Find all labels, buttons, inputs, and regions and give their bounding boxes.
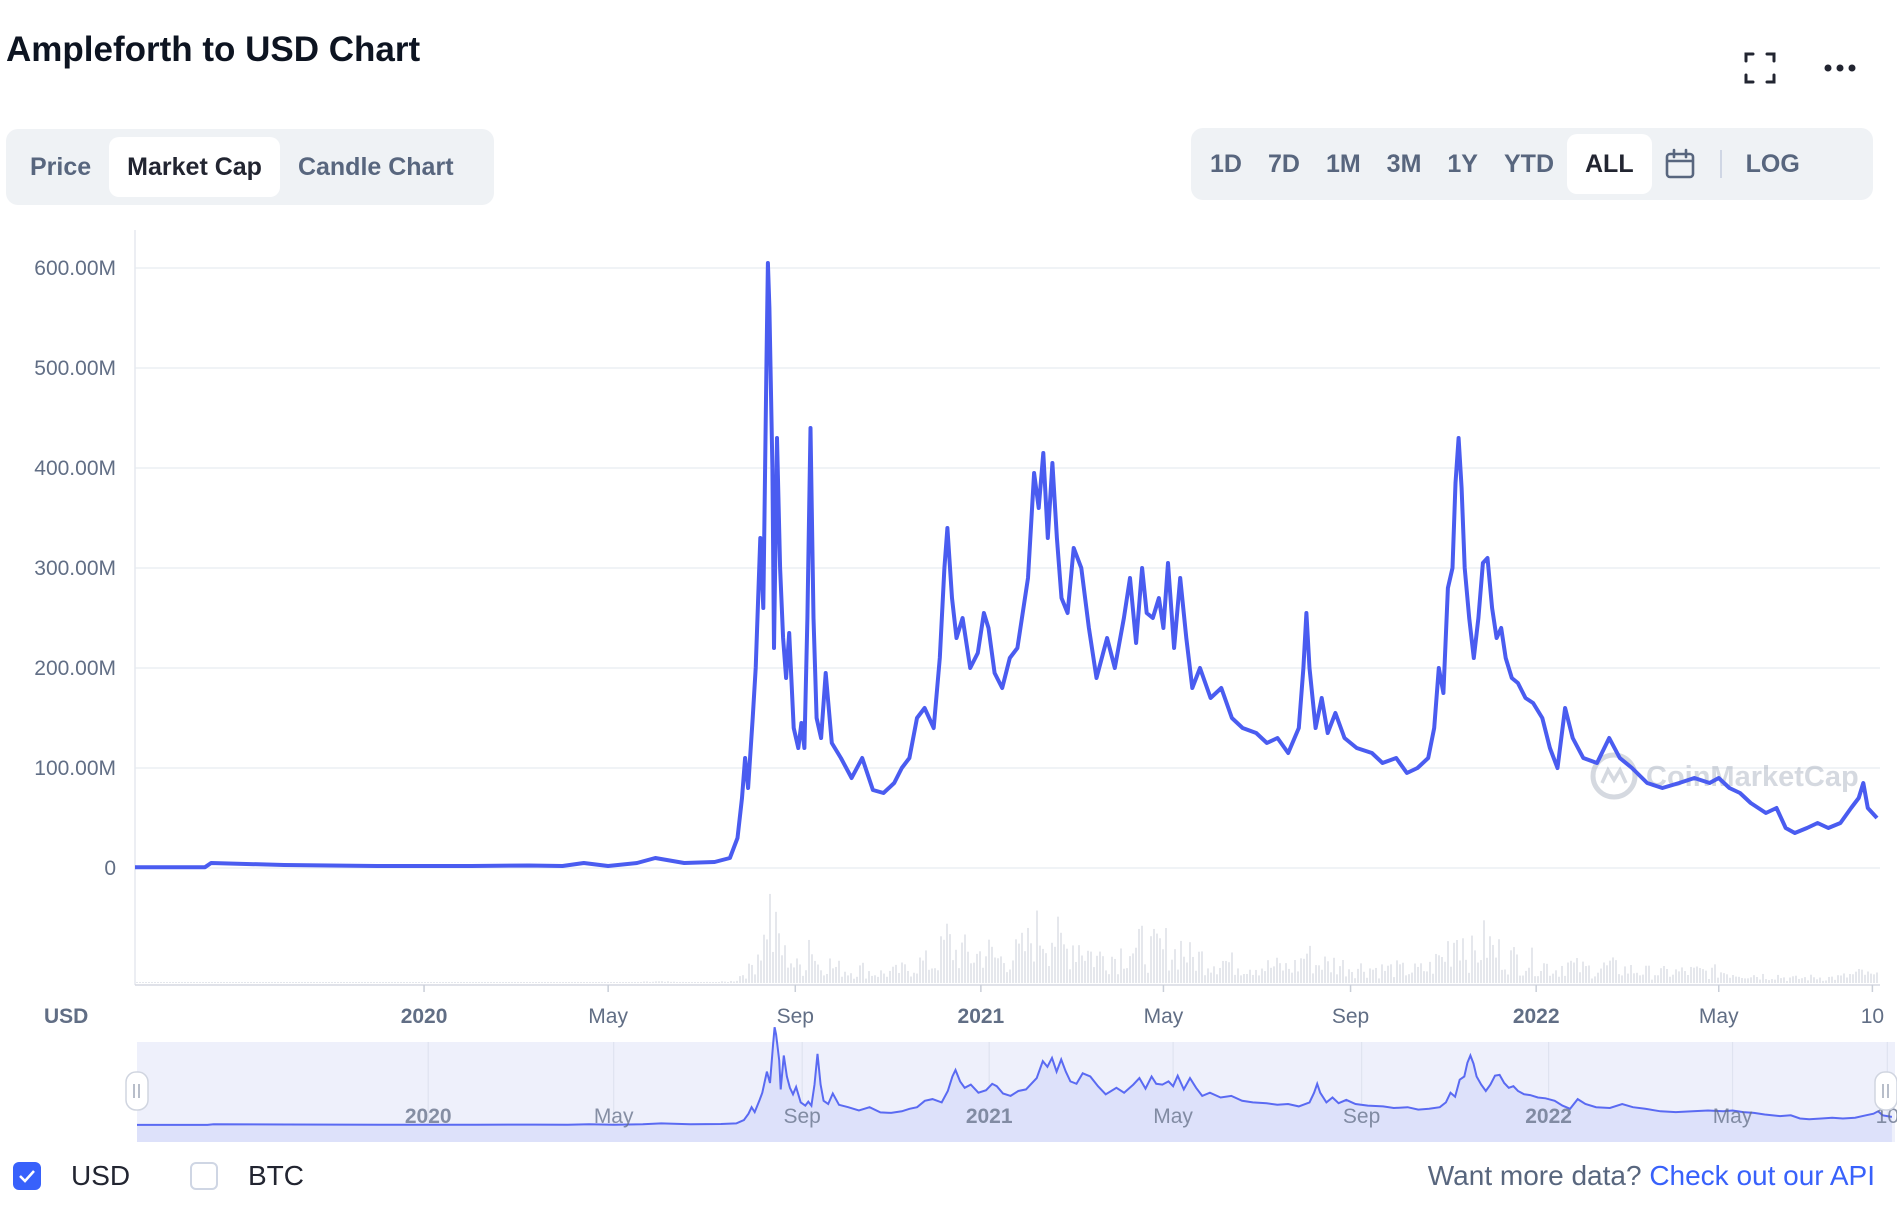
tab-all[interactable]: ALL — [1567, 134, 1652, 194]
x-tick-label: Sep — [777, 1005, 814, 1028]
x-tick-label: 2021 — [958, 1005, 1005, 1028]
x-tick-label: Sep — [1332, 1005, 1369, 1028]
page-title: Ampleforth to USD Chart — [6, 30, 421, 69]
log-scale-toggle[interactable]: LOG — [1745, 149, 1800, 178]
navigator-area — [137, 1027, 1892, 1142]
coinmarketcap-logo-icon — [1590, 752, 1638, 800]
x-tick-label: May — [588, 1005, 628, 1028]
y-tick-label: 400.00M — [34, 457, 116, 480]
api-promo: Want more data? Check out our API — [1428, 1160, 1875, 1192]
navigator-labels: 2020 May Sep 2021 May Sep 2022 May 10 — [405, 1105, 1897, 1128]
navigator-tick-label: 2022 — [1525, 1105, 1572, 1128]
navigator-tick-label: May — [594, 1105, 634, 1128]
y-tick-label: 500.00M — [34, 357, 116, 380]
legend-usd[interactable]: USD — [13, 1160, 130, 1192]
legend-btc-label: BTC — [248, 1160, 304, 1191]
btc-checkbox[interactable] — [190, 1162, 218, 1190]
navigator-tick-label: May — [1153, 1105, 1193, 1128]
navigator[interactable]: 2020 May Sep 2021 May Sep 2022 May 10 — [125, 1026, 1897, 1142]
chart-view-tabs: Price Market Cap Candle Chart — [6, 129, 494, 205]
navigator-tick-label: Sep — [1343, 1105, 1380, 1128]
calendar-icon[interactable] — [1652, 134, 1708, 194]
watermark: CoinMarketCap — [1590, 752, 1859, 800]
navigator-line — [137, 1026, 1893, 1126]
navigator-handle-left[interactable] — [125, 1071, 149, 1111]
x-tick-label: May — [1144, 1005, 1184, 1028]
x-tick-label: 2020 — [401, 1005, 448, 1028]
navigator-tick-label: Sep — [784, 1105, 821, 1128]
tab-candle-chart[interactable]: Candle Chart — [297, 152, 454, 181]
api-prompt: Want more data? — [1427, 1160, 1642, 1191]
y-axis-labels: 0 100.00M 200.00M 300.00M 400.00M 500.00M 600.… — [34, 257, 116, 880]
navigator-tick-label: 10 — [1876, 1105, 1897, 1128]
x-axis-labels: 2020 May Sep 2021 May Sep 2022 May 10 — [401, 985, 1884, 1028]
x-tick-label: May — [1699, 1005, 1739, 1028]
currency-axis-label: USD — [44, 1005, 88, 1028]
navigator-tick-label: 2021 — [966, 1105, 1013, 1128]
tab-market-cap[interactable]: Market Cap — [109, 137, 280, 197]
tab-1y[interactable]: 1Y — [1447, 149, 1478, 178]
legend-btc[interactable]: BTC — [190, 1160, 304, 1192]
navigator-tick-label: 2020 — [405, 1105, 452, 1128]
toolbar-divider — [1719, 150, 1722, 178]
navigator-handle-right[interactable] — [1874, 1071, 1897, 1111]
chart-grid — [134, 230, 1880, 986]
market-cap-chart[interactable]: 0 100.00M 200.00M 300.00M 400.00M 500.00M 600.… — [0, 220, 1897, 1150]
tab-7d[interactable]: 7D — [1267, 149, 1300, 178]
x-tick-label: 2022 — [1513, 1005, 1560, 1028]
watermark-text: CoinMarketCap — [1646, 761, 1859, 793]
api-link[interactable]: Check out our API — [1649, 1160, 1875, 1191]
tab-1m[interactable]: 1M — [1325, 149, 1361, 178]
legend-usd-label: USD — [71, 1160, 131, 1191]
check-icon — [19, 1170, 35, 1183]
x-tick-label: 10 — [1861, 1005, 1884, 1028]
tab-price[interactable]: Price — [30, 152, 92, 181]
time-range-tabs: 1D 7D 1M 3M 1Y YTD ALL LOG — [1191, 128, 1873, 200]
tab-1d[interactable]: 1D — [1210, 149, 1242, 178]
y-tick-label: 600.00M — [34, 257, 116, 280]
tab-ytd[interactable]: YTD — [1504, 149, 1554, 178]
navigator-tick-label: May — [1713, 1105, 1753, 1128]
y-tick-label: 100.00M — [34, 757, 116, 780]
fullscreen-icon[interactable] — [1740, 48, 1780, 88]
more-horizontal-icon[interactable] — [1820, 48, 1860, 88]
volume-bars — [136, 893, 1878, 983]
usd-checkbox[interactable] — [13, 1162, 41, 1190]
coinmarketcap-logo-mark — [1600, 766, 1628, 784]
y-tick-label: 300.00M — [34, 557, 116, 580]
market-cap-line — [135, 261, 1879, 870]
y-tick-label: 200.00M — [34, 657, 116, 680]
y-tick-label: 0 — [104, 857, 116, 880]
tab-3m[interactable]: 3M — [1386, 149, 1422, 178]
